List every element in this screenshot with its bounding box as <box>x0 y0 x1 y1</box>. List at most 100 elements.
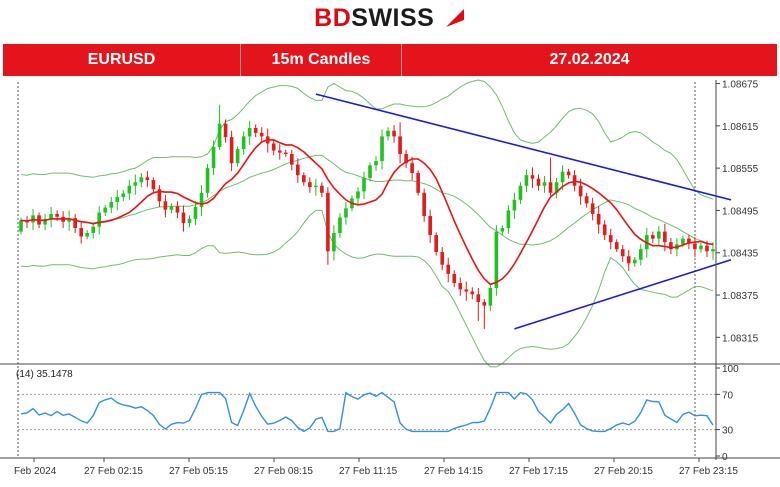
symbol-label: EURUSD <box>3 44 241 76</box>
trendline-0 <box>315 93 732 201</box>
candle-body <box>482 302 487 306</box>
candle-body <box>584 196 589 204</box>
candle-body <box>193 206 198 219</box>
band-middle <box>20 154 714 246</box>
candle-body <box>121 193 126 198</box>
rsi-tick-label: 30 <box>722 426 734 437</box>
candle-body <box>669 242 673 250</box>
candle-body <box>687 238 691 244</box>
candle-body <box>602 224 607 236</box>
candle-body <box>91 226 96 233</box>
candle-body <box>277 150 282 153</box>
x-tick-label: Feb 2024 <box>14 466 57 477</box>
candle-body <box>626 256 631 264</box>
candle-body <box>241 136 246 150</box>
candle-body <box>512 199 517 211</box>
candle-body <box>332 232 336 252</box>
candle-body <box>283 152 288 155</box>
candle-body <box>506 210 511 229</box>
x-tick-label: 27 Feb 08:15 <box>254 466 313 477</box>
candle-body <box>145 177 150 181</box>
candle-body <box>693 243 697 250</box>
candle-body <box>386 130 390 137</box>
candle-body <box>530 175 535 179</box>
candle-body <box>518 185 523 200</box>
candle-body <box>476 294 481 303</box>
candle-body <box>344 208 348 218</box>
candle-body <box>211 146 216 169</box>
logo-swiss-text: SWISS <box>351 4 435 32</box>
candle-body <box>446 264 451 274</box>
candle-body <box>205 168 210 193</box>
candle-body <box>151 180 156 190</box>
y-tick-label: 1.08435 <box>722 249 759 260</box>
candle-body <box>392 130 396 137</box>
candle-body <box>524 175 529 186</box>
envelope-bands <box>20 79 714 368</box>
ma-line <box>20 139 714 286</box>
candle-body <box>404 154 408 164</box>
x-tick-label: 27 Feb 05:15 <box>169 466 228 477</box>
candle-body <box>711 249 715 252</box>
rsi-tick-label: 100 <box>722 364 739 375</box>
candle-body <box>560 171 565 183</box>
candle-body <box>458 283 463 290</box>
candle-body <box>657 231 661 239</box>
y-tick-label: 1.08675 <box>722 80 759 91</box>
rsi-tick-label: 0 <box>722 452 728 463</box>
candle-body <box>49 213 53 219</box>
timeframe-label: 15m Candles <box>241 44 402 76</box>
candle-body <box>614 242 619 250</box>
candle-body <box>374 161 378 166</box>
candle-body <box>235 149 240 164</box>
candle-body <box>500 228 505 232</box>
x-tick-label: 27 Feb 23:15 <box>679 466 738 477</box>
candle-body <box>43 218 47 225</box>
candle-body <box>175 206 180 213</box>
candle-body <box>548 182 553 193</box>
y-tick-label: 1.08555 <box>722 164 759 175</box>
candle-body <box>67 218 71 222</box>
candle-body <box>338 217 342 233</box>
candle-body <box>163 201 168 210</box>
brand-logo: BDSWISS <box>0 4 780 34</box>
candle-body <box>362 177 366 192</box>
candle-body <box>308 182 312 188</box>
candle-body <box>380 136 384 162</box>
candle-body <box>464 289 469 292</box>
candle-body <box>79 228 83 237</box>
candle-body <box>127 185 132 194</box>
candle-body <box>97 212 102 227</box>
y-tick-label: 1.08615 <box>722 122 759 133</box>
x-tick-label: 27 Feb 02:15 <box>84 466 143 477</box>
candle-body <box>85 232 90 237</box>
candle-body <box>416 173 420 193</box>
candle-body <box>109 201 114 208</box>
candle-body <box>229 137 234 164</box>
candle-body <box>253 127 258 133</box>
candle-body <box>73 218 77 229</box>
candle-body <box>103 207 108 213</box>
candle-body <box>572 175 577 186</box>
candle-body <box>578 185 583 197</box>
candle-body <box>19 220 23 232</box>
candle-body <box>620 249 625 257</box>
candle-body <box>470 291 475 295</box>
candle-body <box>434 235 439 253</box>
y-tick-label: 1.08495 <box>722 206 759 217</box>
candle-body <box>632 259 637 264</box>
candle-body <box>295 164 300 176</box>
candle-body <box>259 132 264 137</box>
candle-body <box>681 238 685 245</box>
candle-body <box>590 203 595 214</box>
candle-body <box>705 245 709 252</box>
candle-body <box>157 189 162 202</box>
candle-body <box>223 123 228 138</box>
candle-body <box>542 182 547 186</box>
candle-body <box>494 231 499 288</box>
candle-body <box>139 177 144 183</box>
candle-body <box>596 213 601 225</box>
candle-body <box>187 218 192 224</box>
candle-body <box>699 245 703 250</box>
